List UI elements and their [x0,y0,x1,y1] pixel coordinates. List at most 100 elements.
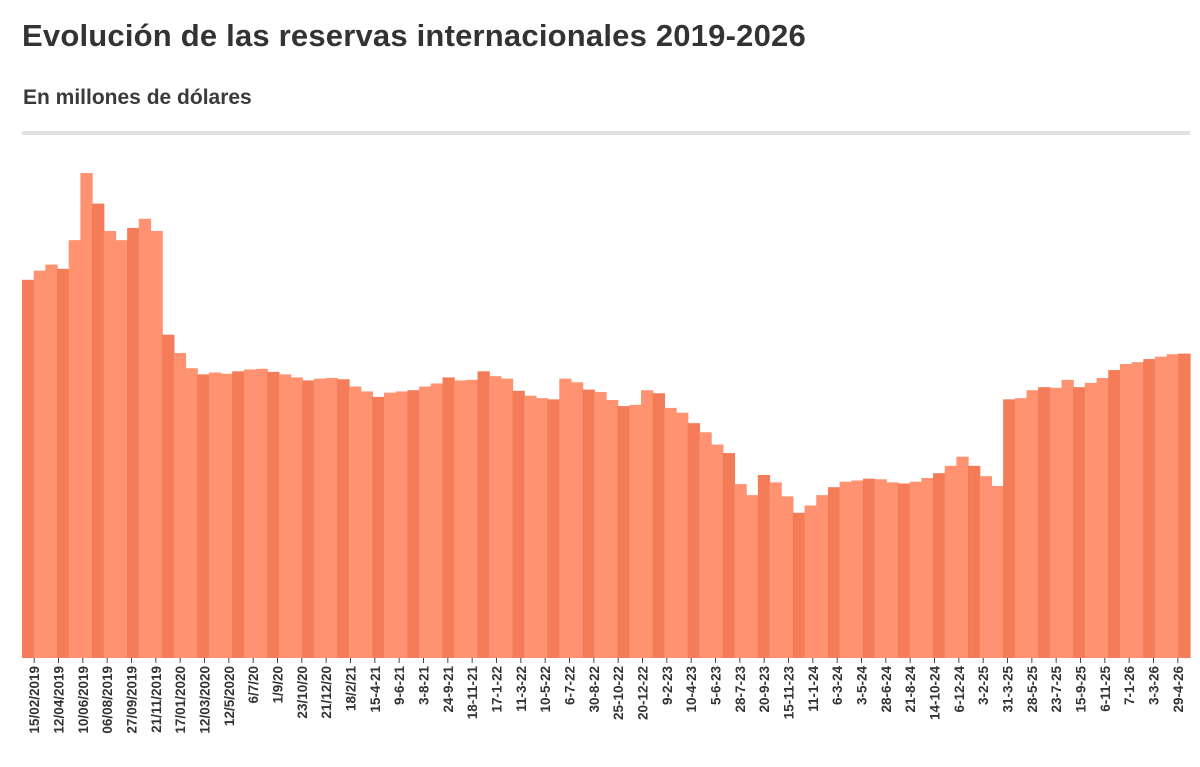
bar [278,374,292,658]
bar [384,392,397,658]
bar [991,485,1004,658]
bar [197,374,210,658]
bar [57,268,70,658]
bar [372,396,385,658]
bar [290,377,303,658]
bar [173,353,187,658]
x-axis-tick-labels: 15/02/2019 12/04/2019 10/06/2019 06/08/2019… [27,658,1186,734]
x-tick-label: 28-6-24 [879,666,894,713]
x-tick-label: 6-12-24 [952,666,967,713]
x-tick-label: 3-5-24 [855,666,870,706]
bar [769,482,782,658]
x-tick-label: 14-10-24 [928,666,943,721]
x-tick-label: 10-5-22 [538,666,553,713]
x-tick-label: 11-1-24 [806,666,821,712]
bar [570,382,584,658]
bar [115,240,128,658]
x-tick-label: 06/08/2019 [100,666,115,734]
bar [1154,356,1168,658]
x-tick-label: 25-10-22 [611,666,626,720]
x-tick-label: 20-12-22 [636,666,651,720]
x-tick-label: 12/04/2019 [52,666,67,734]
bar [302,380,315,658]
x-tick-label: 9-2-23 [660,666,675,706]
bar [1131,362,1144,658]
bar [874,479,887,658]
bar [699,432,712,658]
bar [92,203,105,659]
bar [781,496,794,658]
bar [898,483,911,658]
bar [827,487,841,658]
bar [1178,353,1191,658]
x-tick-label: 21/12/20 [319,666,334,719]
bar [442,377,455,658]
bar [1166,354,1179,658]
bar [944,465,957,658]
bar [1061,379,1074,658]
bar [138,218,152,659]
x-tick-label: 6/7/20 [246,666,261,704]
header-divider [22,131,1190,135]
x-tick-label: 6-7-22 [563,666,578,705]
x-tick-label: 15-4-21 [368,666,383,713]
chart-title: Evolución de las reservas internacionale… [22,18,806,53]
x-tick-label: 7-1-26 [1122,666,1137,706]
x-tick-label: 6-3-24 [830,666,845,706]
bar [45,264,58,658]
bar [722,453,736,658]
x-tick-label: 29-4-26 [1171,666,1186,713]
bar [524,395,537,658]
bar [956,456,969,658]
x-tick-label: 18-11-21 [465,666,480,720]
bars-group [22,173,1191,659]
bar [1026,390,1039,658]
bar [1003,399,1016,658]
bar [1014,398,1028,658]
bar [208,372,222,658]
bar [407,390,420,658]
bar [629,404,642,658]
x-tick-label: 3-8-21 [417,666,432,706]
bar [395,391,409,658]
bar [430,383,444,658]
bar [886,482,899,658]
bar [746,495,759,658]
bar [757,475,771,658]
bar [325,378,338,658]
x-tick-label: 1/9/20 [271,666,286,704]
x-tick-label: 27/09/2019 [125,666,140,734]
bar [816,495,829,658]
bar [150,231,163,658]
x-tick-label: 15-11-23 [782,666,797,720]
bar [862,478,876,658]
bar [1119,363,1133,658]
bar [804,505,817,658]
x-tick-label: 30-8-22 [587,666,602,713]
bar [1049,387,1063,658]
x-tick-label: 20-9-23 [757,666,772,713]
x-tick-label: 17-1-22 [490,666,505,713]
bar [465,379,479,658]
bar [360,391,373,658]
bar [454,380,467,658]
x-tick-label: 18/2/21 [344,666,359,712]
bar [652,393,665,658]
x-tick-label: 28-5-25 [1025,666,1040,713]
x-tick-label: 15-9-25 [1074,666,1089,713]
x-tick-label: 9-6-21 [392,666,407,706]
x-tick-label: 17/01/2020 [173,666,188,734]
bar [243,369,257,658]
bar [1096,378,1109,658]
x-tick-label: 3-2-25 [976,666,991,706]
bar [419,386,432,658]
x-tick-label: 12/03/2020 [198,666,213,734]
chart-subtitle: En millones de dólares [23,86,252,109]
bar [839,481,852,658]
bar [489,376,502,658]
bar [734,484,747,658]
x-tick-label: 24-9-21 [441,666,456,713]
bar [314,378,327,658]
bar [267,371,280,658]
bar [512,390,525,658]
